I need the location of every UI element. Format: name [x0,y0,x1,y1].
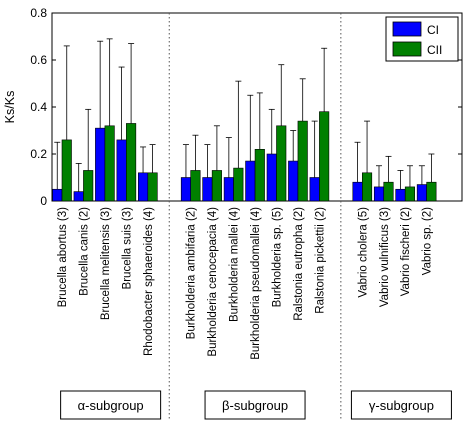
bar-ci [223,177,234,202]
category-label: Brucella canis (2) [78,207,90,296]
bar-cii [404,186,416,202]
category-label: Burkholderia sp. (5) [272,207,284,308]
legend-label-cii: CII [427,43,442,57]
bar-cii [383,181,394,202]
bar-ci [373,186,385,202]
category-label: Ralstonia pickettii (2) [314,207,326,314]
bar-cii [83,170,94,202]
group-box [350,390,452,420]
bar-cii [319,111,330,202]
legend: CI CII [385,16,459,62]
y-tick-label: 0.4 [30,100,47,114]
category-label: Ralstonia eutropha (2) [293,207,305,321]
legend-swatch-ci [392,21,422,37]
bar-cii [104,125,115,202]
category-label: Brucella suis (3) [121,207,133,290]
category-label: Vabrio fischeri (2) [400,207,412,296]
bar-cii [147,172,158,202]
legend-swatch-cii [392,41,422,57]
category-label: Vabrio sp. (2) [422,207,434,275]
group-box [204,390,306,420]
bar-cii [276,125,287,202]
y-tick-label: 0.8 [30,6,47,20]
category-label: Burkholderia mallei (4) [229,207,241,322]
bar-ci [309,177,320,202]
bar-ci [416,184,427,202]
category-label: Burkholderia pseudomallei (4) [250,207,262,360]
category-label: Rhodobacter sphaeroides (4) [143,207,155,356]
bar-cii [361,172,373,202]
group-label: γ-subgroup [369,398,434,413]
y-tick-label: 0 [40,194,47,208]
bar-ci [288,160,299,202]
bar-cii [426,181,437,202]
category-label: Burkholderia cenocepacia (4) [207,207,219,357]
bar-cii [254,149,265,202]
bar-ci [266,153,277,202]
category-label: Brucella melitensis (3) [100,207,112,320]
bar-ci [395,188,406,202]
bar-ci [352,181,363,202]
group-label: β-subgroup [222,398,288,413]
y-tick-label: 0.6 [30,53,47,67]
group-box [60,390,162,420]
bar-ci [95,127,106,202]
bar-cii [61,139,72,202]
bar-ci [138,172,149,202]
category-label: Vabrio vulnificus (3) [379,207,391,307]
legend-label-ci: CI [427,23,439,37]
bar-ci [245,160,256,202]
category-label: Burkholderia ambifaria (2) [186,207,198,339]
bar-ci [202,177,213,202]
bar-cii [190,170,201,202]
group-label: α-subgroup [78,398,144,413]
y-tick-label: 0.2 [30,147,47,161]
y-axis-label: Ks/Ks [3,91,17,124]
category-label: Brucella abortus (3) [57,207,69,308]
bar-cii [233,167,244,202]
bar-cii [126,123,137,202]
bar-ci [52,188,63,202]
bar-ci [180,177,191,202]
category-label: Vabrio cholera (5) [357,207,369,298]
bar-cii [211,170,222,202]
bar-ci [116,139,127,202]
bar-ci [73,191,84,202]
bar-cii [297,120,308,202]
